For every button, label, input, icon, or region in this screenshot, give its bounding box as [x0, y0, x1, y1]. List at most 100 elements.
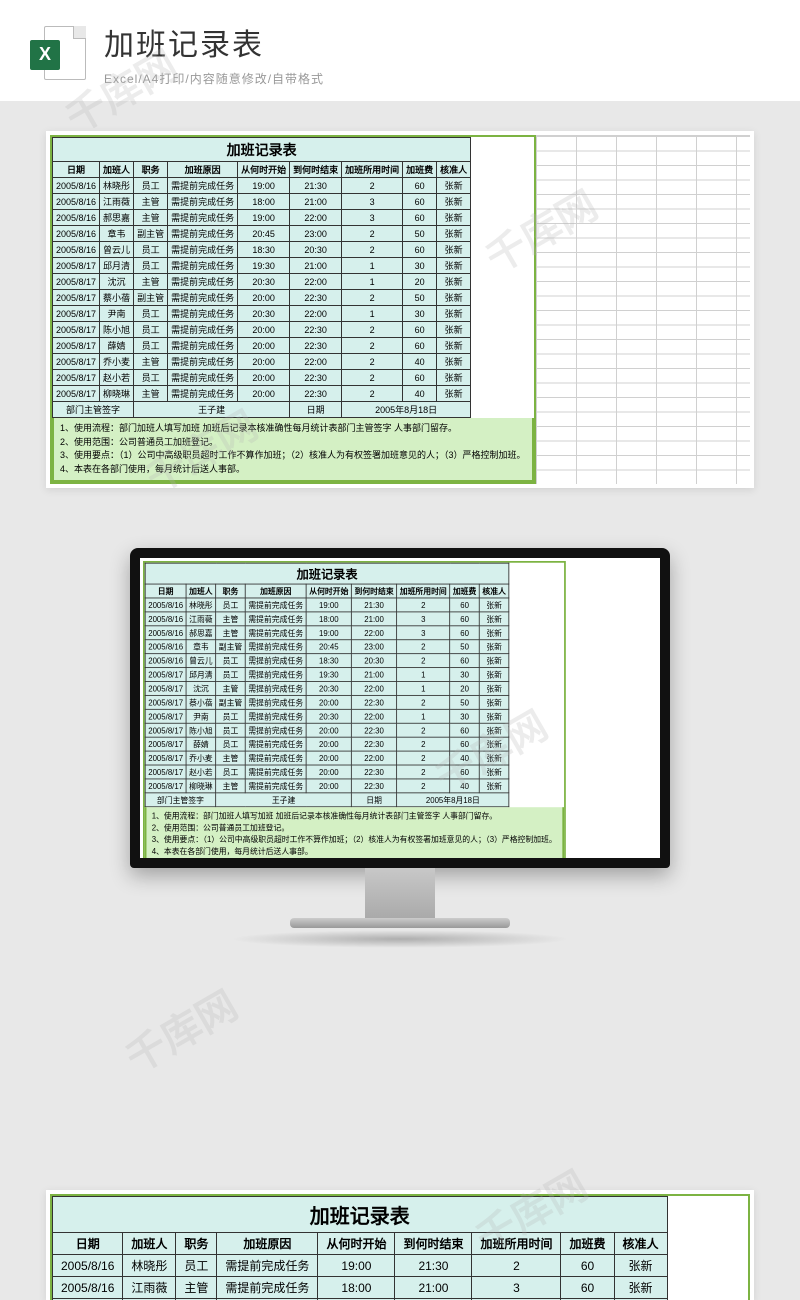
table-cell: 张新	[479, 737, 509, 751]
notes-block: 1、使用流程：部门加班人填写加班 加班后记录本核准确性每月统计表部门主管签字 人…	[52, 418, 534, 482]
table-cell: 2	[342, 338, 403, 354]
table-row: 2005/8/17陈小旭员工需提前完成任务20:0022:30260张新	[53, 322, 471, 338]
table-cell: 员工	[134, 242, 168, 258]
table-cell: 需提前完成任务	[245, 654, 306, 668]
table-cell: 2	[397, 765, 450, 779]
table-cell: 1	[397, 709, 450, 723]
table-cell: 张新	[479, 779, 509, 793]
table-row: 2005/8/16曾云儿员工需提前完成任务18:3020:30260张新	[145, 654, 509, 668]
table-cell: 章韦	[186, 640, 216, 654]
table-cell: 员工	[216, 737, 246, 751]
table-cell: 21:00	[290, 194, 342, 210]
table-cell: 60	[561, 1255, 614, 1277]
note-line: 1、使用流程：部门加班人填写加班 加班后记录本核准确性每月统计表部门主管签字 人…	[152, 811, 557, 823]
table-cell: 蔡小蓓	[186, 695, 216, 709]
table-title: 加班记录表	[53, 138, 471, 162]
table-cell: 22:00	[351, 709, 396, 723]
signature-date: 2005年8月18日	[397, 793, 509, 807]
table-cell: 张新	[479, 765, 509, 779]
table-cell: 1	[397, 668, 450, 682]
table-cell: 2005/8/16	[53, 178, 100, 194]
table-cell: 员工	[216, 723, 246, 737]
table-cell: 60	[403, 242, 437, 258]
table-cell: 23:00	[351, 640, 396, 654]
table-cell: 2	[342, 226, 403, 242]
note-line: 3、使用要点：（1）公司中高级职员超时工作不算作加班；（2）核准人为有权签署加班…	[60, 449, 526, 463]
table-cell: 2	[342, 178, 403, 194]
table-cell: 21:00	[395, 1277, 472, 1299]
table-cell: 员工	[216, 709, 246, 723]
signature-name: 王子建	[216, 793, 352, 807]
note-line: 4、本表在各部门使用，每月统计后送人事部。	[152, 846, 557, 858]
table-cell: 主管	[216, 626, 246, 640]
blank-grid	[536, 135, 750, 484]
table-cell: 需提前完成任务	[168, 386, 238, 402]
table-cell: 19:30	[306, 668, 351, 682]
table-cell: 邱月清	[100, 258, 134, 274]
table-cell: 2005/8/16	[53, 210, 100, 226]
table-cell: 林晓彤	[123, 1255, 176, 1277]
table-cell: 20:00	[306, 695, 351, 709]
table-cell: 50	[403, 226, 437, 242]
column-header: 从何时开始	[306, 584, 351, 598]
table-cell: 21:30	[290, 178, 342, 194]
table-cell: 2005/8/17	[145, 723, 186, 737]
sheet-panel-top: 加班记录表日期加班人职务加班原因从何时开始到何时结束加班所用时间加班费核准人20…	[46, 131, 754, 488]
table-cell: 22:30	[290, 338, 342, 354]
table-cell: 20:30	[306, 681, 351, 695]
table-cell: 员工	[134, 338, 168, 354]
table-cell: 60	[450, 598, 480, 612]
table-cell: 赵小若	[186, 765, 216, 779]
table-cell: 林晓彤	[186, 598, 216, 612]
table-cell: 20	[450, 681, 480, 695]
table-cell: 20:00	[238, 338, 290, 354]
table-cell: 张新	[479, 640, 509, 654]
table-cell: 张新	[437, 386, 471, 402]
table-cell: 张新	[437, 226, 471, 242]
table-cell: 张新	[437, 290, 471, 306]
watermark: 千库网	[114, 974, 247, 1084]
note-line: 1、使用流程：部门加班人填写加班 加班后记录本核准确性每月统计表部门主管签字 人…	[60, 422, 526, 436]
table-cell: 22:00	[290, 210, 342, 226]
table-cell: 18:30	[306, 654, 351, 668]
table-cell: 赵小若	[100, 370, 134, 386]
table-cell: 需提前完成任务	[245, 751, 306, 765]
table-cell: 19:00	[238, 178, 290, 194]
table-cell: 2005/8/17	[145, 737, 186, 751]
table-row: 2005/8/17邱月清员工需提前完成任务19:3021:00130张新	[145, 668, 509, 682]
table-cell: 60	[403, 322, 437, 338]
table-cell: 需提前完成任务	[168, 194, 238, 210]
table-cell: 22:00	[290, 354, 342, 370]
table-cell: 22:30	[290, 322, 342, 338]
table-row: 2005/8/16江雨薇主管需提前完成任务18:0021:00360张新	[53, 194, 471, 210]
note-line: 2、使用范围：公司普通员工加班登记。	[152, 822, 557, 834]
table-cell: 2005/8/17	[145, 668, 186, 682]
table-cell: 需提前完成任务	[217, 1277, 318, 1299]
column-header: 加班原因	[217, 1233, 318, 1255]
excel-badge: X	[30, 40, 60, 70]
table-cell: 张新	[479, 654, 509, 668]
table-cell: 22:30	[351, 737, 396, 751]
table-cell: 60	[450, 765, 480, 779]
overtime-table: 加班记录表日期加班人职务加班原因从何时开始到何时结束加班所用时间加班费核准人20…	[52, 137, 471, 418]
table-cell: 2	[342, 242, 403, 258]
table-cell: 2005/8/17	[145, 695, 186, 709]
table-cell: 60	[450, 737, 480, 751]
column-header: 加班费	[561, 1233, 614, 1255]
table-cell: 22:30	[290, 386, 342, 402]
table-row: 2005/8/17薛婧员工需提前完成任务20:0022:30260张新	[53, 338, 471, 354]
overtime-table: 加班记录表日期加班人职务加班原因从何时开始到何时结束加班所用时间加班费核准人20…	[145, 563, 510, 807]
table-cell: 需提前完成任务	[168, 322, 238, 338]
table-cell: 22:30	[351, 695, 396, 709]
table-cell: 18:30	[238, 242, 290, 258]
table-cell: 2005/8/16	[53, 194, 100, 210]
table-cell: 18:00	[306, 612, 351, 626]
note-line: 3、使用要点：（1）公司中高级职员超时工作不算作加班；（2）核准人为有权签署加班…	[152, 834, 557, 846]
table-cell: 2005/8/16	[145, 626, 186, 640]
table-cell: 需提前完成任务	[168, 178, 238, 194]
table-cell: 18:00	[238, 194, 290, 210]
table-cell: 40	[403, 386, 437, 402]
table-title: 加班记录表	[53, 1197, 668, 1233]
table-cell: 60	[450, 654, 480, 668]
page-subtitle: Excel/A4打印/内容随意修改/自带格式	[104, 70, 324, 87]
